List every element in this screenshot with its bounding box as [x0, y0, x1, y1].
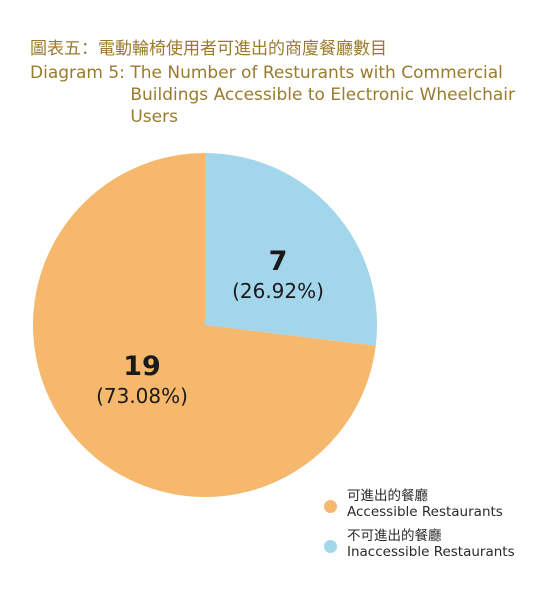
pie-percent-label-inaccessible: (26.92%)	[232, 279, 324, 303]
pie-slice-inaccessible	[205, 153, 378, 346]
chart-title-en: Diagram 5: The Number of Resturants with…	[30, 62, 520, 128]
legend-item-inaccessible: 不可進出的餐廳 Inaccessible Restaurants	[324, 528, 515, 560]
chart-legend: 可進出的餐廳 Accessible Restaurants 不可進出的餐廳 In…	[324, 488, 515, 568]
legend-swatch-accessible	[324, 500, 337, 513]
pie-percent-label-accessible: (73.08%)	[96, 384, 188, 408]
chart-title-en-rest: The Number of Resturants with Commercial…	[130, 63, 516, 127]
legend-swatch-inaccessible	[324, 540, 337, 553]
legend-label-en-accessible: Accessible Restaurants	[347, 504, 503, 520]
legend-label-zh-inaccessible: 不可進出的餐廳	[347, 528, 442, 544]
pie-value-label-inaccessible: 7	[269, 246, 288, 277]
legend-item-accessible: 可進出的餐廳 Accessible Restaurants	[324, 488, 515, 520]
chart-title-en-prefix: Diagram 5:	[30, 63, 125, 83]
pie-slice-accessible	[33, 153, 376, 497]
chart-title-zh: 圖表五：電動輪椅使用者可進出的商廈餐廳數目	[30, 39, 387, 59]
legend-label-en-inaccessible: Inaccessible Restaurants	[347, 544, 515, 560]
legend-label-zh-accessible: 可進出的餐廳	[347, 488, 428, 504]
pie-value-label-accessible: 19	[123, 351, 161, 382]
